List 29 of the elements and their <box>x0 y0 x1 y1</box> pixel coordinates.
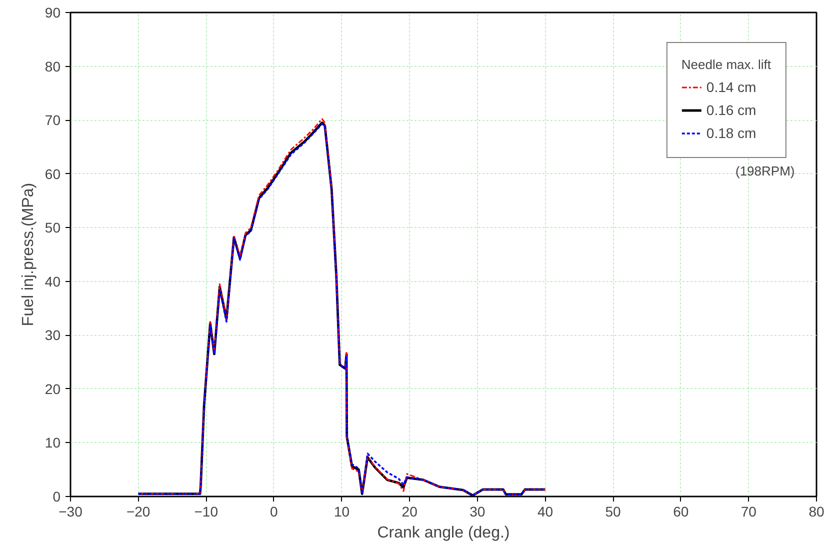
x-tick-label: 40 <box>537 504 554 520</box>
legend-label: 0.14 cm <box>706 79 756 95</box>
legend-label: 0.16 cm <box>706 102 756 118</box>
annotation: (198RPM) <box>736 164 795 178</box>
x-tick-label: 70 <box>740 504 757 520</box>
y-tick-label: 90 <box>44 4 61 20</box>
y-tick-label: 0 <box>52 488 61 504</box>
y-tick-label: 80 <box>44 58 61 74</box>
x-tick-label: −10 <box>194 504 218 520</box>
y-tick-label: 10 <box>44 434 61 451</box>
y-tick-label: 50 <box>44 220 61 236</box>
x-tick-label: −30 <box>58 504 83 520</box>
x-tick-label: 10 <box>334 504 350 520</box>
legend-label: 0.18 cm <box>706 125 756 141</box>
y-tick-label: 40 <box>44 273 61 290</box>
x-tick-label: 80 <box>808 504 824 520</box>
y-tick-label: 70 <box>44 112 61 128</box>
y-tick-label: 30 <box>44 327 61 344</box>
y-tick-label: 20 <box>44 380 61 397</box>
x-tick-label: −20 <box>126 504 150 520</box>
legend-title: Needle max. lift <box>681 57 771 72</box>
x-tick-label: 60 <box>673 504 689 520</box>
x-tick-label: 50 <box>605 504 622 520</box>
x-tick-label: 30 <box>470 504 486 520</box>
x-tick-label: 20 <box>402 504 418 520</box>
x-axis-title: Crank angle (deg.) <box>377 524 510 542</box>
y-axis-title: Fuel inj.press.(MPa) <box>20 182 37 326</box>
x-tick-label: 0 <box>270 504 278 520</box>
y-tick-label: 60 <box>44 166 61 182</box>
